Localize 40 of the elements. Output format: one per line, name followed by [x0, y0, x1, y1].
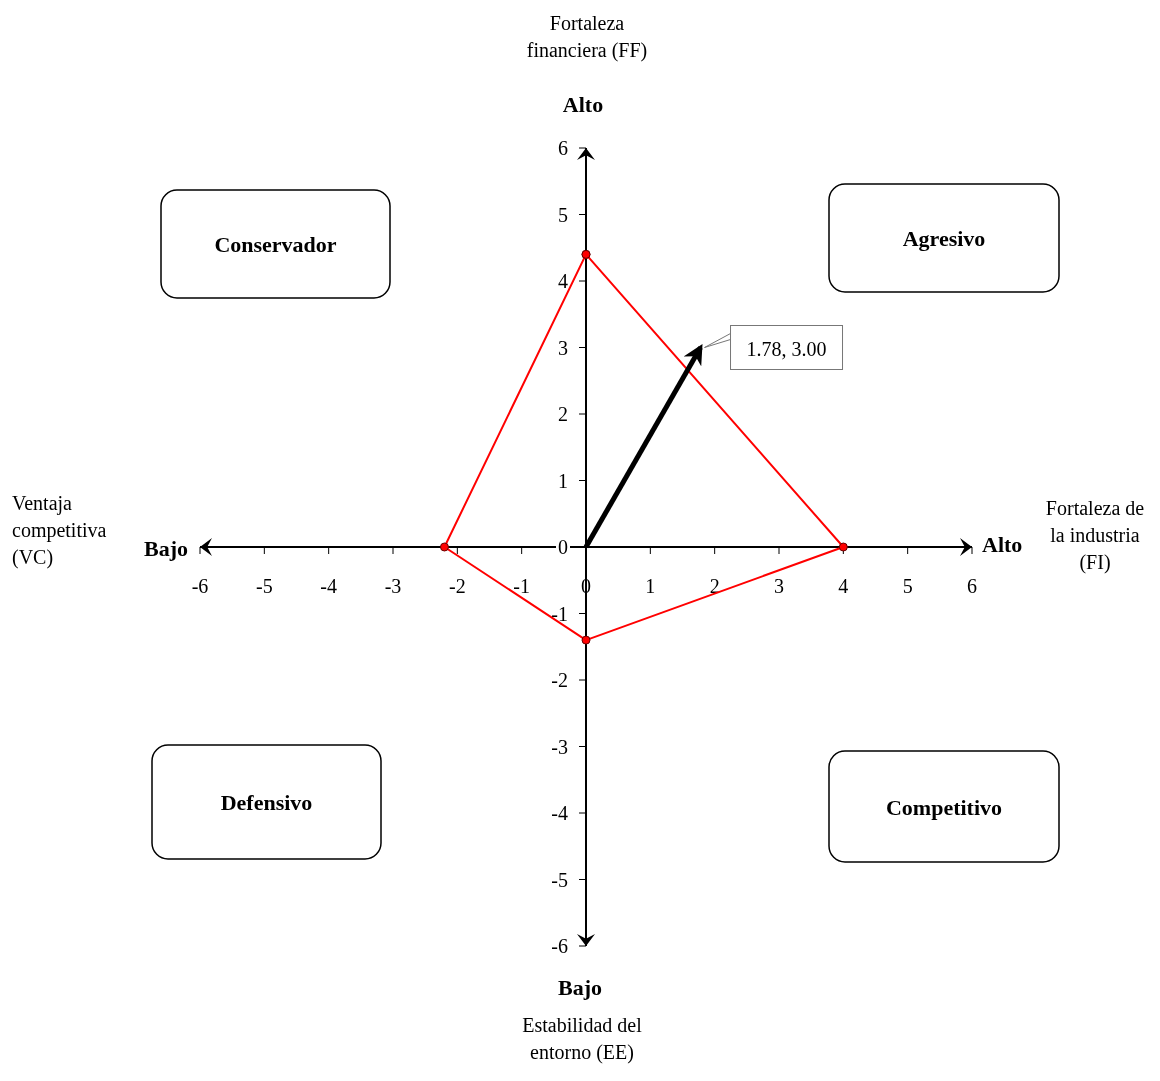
annotation: Conservador: [214, 232, 337, 257]
annotation: 1.78, 3.00: [746, 337, 827, 360]
y-tick-label: -4: [551, 802, 568, 824]
x-tick-label: -5: [256, 575, 273, 597]
y-tick-label: 6: [558, 137, 568, 159]
y-tick-label: 2: [558, 403, 568, 425]
text: Bajo: [144, 536, 188, 561]
text: Ventaja competitiva (VC): [12, 492, 107, 569]
point: [838, 542, 848, 552]
x-tick-label: -1: [513, 575, 530, 597]
y-tick-label: 3: [558, 336, 568, 359]
x-tick-label: 3: [774, 575, 784, 597]
y-tick-label: -5: [551, 868, 568, 891]
x-tick-label: -3: [384, 575, 402, 597]
point: [439, 542, 449, 552]
annotation: Agresivo: [902, 226, 986, 251]
text: Alto: [562, 92, 604, 117]
y-tick-label: -3: [551, 735, 568, 758]
point: [581, 635, 591, 645]
x-tick-label: 1: [645, 575, 656, 597]
x-tick-label: 4: [838, 575, 849, 597]
annotation: Competitivo: [885, 794, 1003, 820]
y-axis-title: Fortaleza financiera (FF): [526, 12, 648, 62]
x-tick-label: -6: [191, 575, 209, 597]
x-tick-label: -4: [320, 575, 337, 597]
y-tick-label: -6: [551, 935, 568, 957]
text: Bajo: [558, 975, 602, 1000]
y-tick-label: 5: [558, 203, 568, 226]
text: Alto: [982, 532, 1023, 557]
x-axis-title: Fortaleza de la industria (FI): [1045, 497, 1145, 574]
text: Estabilidad del entorno (EE): [522, 1014, 643, 1064]
x-tick-label: 6: [967, 575, 977, 597]
y-tick-label: 0: [558, 536, 568, 558]
y-tick-label: -2: [551, 669, 568, 691]
annotation: Defensivo: [220, 790, 313, 815]
y-tick-label: 1: [558, 469, 568, 492]
y-tick-label: -1: [551, 602, 568, 625]
x-tick-label: -2: [449, 575, 466, 597]
x-tick-label: 5: [902, 575, 913, 597]
y-tick-label: 4: [558, 270, 568, 292]
